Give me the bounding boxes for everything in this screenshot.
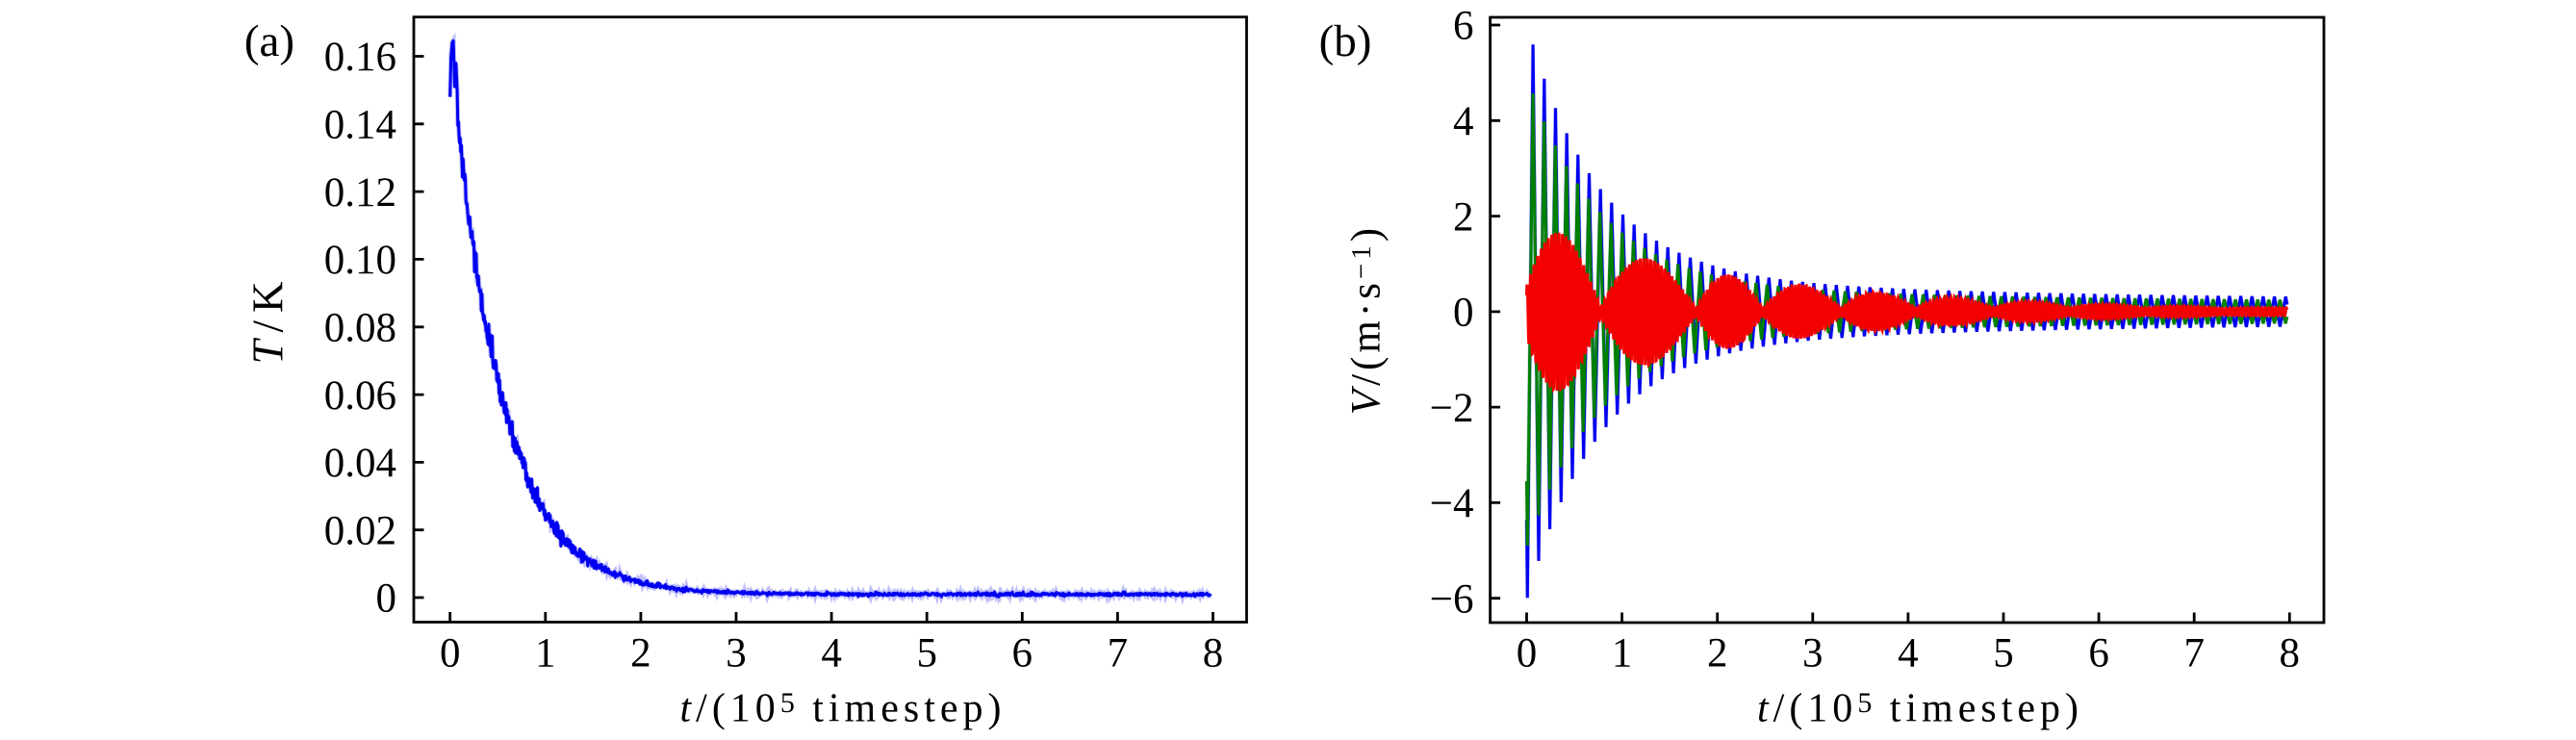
svg-text:8: 8: [2280, 631, 2301, 676]
svg-text:0: 0: [1517, 631, 1538, 676]
svg-text:0.08: 0.08: [324, 306, 396, 351]
svg-text:4: 4: [1453, 99, 1474, 144]
svg-text:0.10: 0.10: [324, 238, 396, 283]
svg-text:6: 6: [1453, 4, 1474, 49]
svg-text:0: 0: [376, 576, 397, 622]
svg-text:0.02: 0.02: [324, 508, 396, 553]
svg-text:7: 7: [1108, 631, 1129, 676]
svg-text:0.14: 0.14: [324, 103, 396, 148]
svg-text:(a): (a): [244, 16, 294, 66]
svg-text:6: 6: [2088, 631, 2109, 676]
svg-text:0: 0: [440, 631, 461, 676]
svg-text:0.06: 0.06: [324, 373, 396, 419]
svg-text:V/(m·s−1): V/(m·s−1): [1344, 224, 1390, 415]
svg-text:5: 5: [1993, 631, 2014, 676]
svg-text:2: 2: [1707, 631, 1728, 676]
svg-text:t/(105 timestep): t/(105 timestep): [679, 687, 1006, 731]
svg-text:7: 7: [2183, 631, 2205, 676]
svg-text:0.04: 0.04: [324, 441, 396, 486]
svg-text:(b): (b): [1319, 16, 1372, 66]
svg-text:1: 1: [535, 631, 556, 676]
svg-text:−6: −6: [1430, 576, 1474, 622]
svg-text:0.16: 0.16: [324, 35, 396, 80]
svg-text:−2: −2: [1430, 386, 1474, 431]
svg-text:0: 0: [1453, 291, 1474, 336]
svg-text:3: 3: [726, 631, 747, 676]
svg-text:−4: −4: [1430, 481, 1474, 526]
svg-text:5: 5: [916, 631, 937, 676]
svg-text:4: 4: [821, 631, 842, 676]
svg-text:t/(105 timestep): t/(105 timestep): [1757, 687, 2083, 731]
svg-text:0.12: 0.12: [324, 170, 396, 216]
svg-text:4: 4: [1898, 631, 1919, 676]
svg-text:6: 6: [1012, 631, 1033, 676]
svg-text:2: 2: [1453, 194, 1474, 240]
svg-text:8: 8: [1203, 631, 1224, 676]
svg-text:2: 2: [630, 631, 651, 676]
svg-text:T/K: T/K: [244, 273, 293, 364]
svg-text:1: 1: [1612, 631, 1633, 676]
svg-text:3: 3: [1802, 631, 1824, 676]
